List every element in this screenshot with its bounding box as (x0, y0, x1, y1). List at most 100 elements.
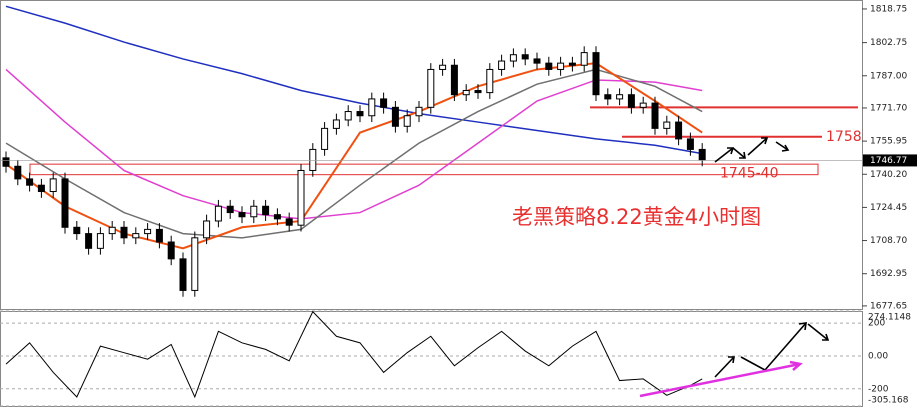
candle-body (120, 226, 128, 239)
candle-body (533, 58, 541, 64)
arrow-head (761, 137, 769, 145)
arrow (740, 356, 766, 371)
candle-body (238, 212, 246, 218)
y-tick-label: 1740.20 (870, 170, 907, 180)
y-tick-label: 1677.65 (870, 301, 907, 311)
y-tick-label: 1708.70 (870, 236, 907, 246)
candle-body (639, 102, 647, 108)
candle-body (49, 178, 57, 193)
arrow (732, 147, 746, 159)
candle-body (427, 68, 435, 108)
candle-body (73, 226, 81, 235)
candle-body (568, 62, 576, 66)
y-tick-label: 1818.75 (870, 4, 907, 14)
candle-body (203, 220, 211, 239)
candle-body (309, 148, 317, 171)
candle-body (545, 62, 553, 70)
oscillator-line (5, 310, 703, 399)
zone-label: 1745-40 (720, 166, 779, 182)
arrow-head (822, 333, 830, 341)
candle-body (37, 184, 45, 193)
candle-body (592, 52, 600, 96)
candle-body (262, 205, 270, 216)
y-tick-label: 1787.00 (870, 71, 907, 81)
candle-body (250, 205, 258, 218)
y-tick-label: 1771.70 (870, 103, 907, 113)
candle-body (167, 241, 175, 260)
trend-arrow-head (789, 360, 803, 371)
arrows (714, 137, 830, 378)
candle-body (368, 98, 376, 117)
candle-body (321, 127, 329, 150)
candle-body (191, 237, 199, 291)
candle-body (391, 106, 399, 127)
plot: 1818.75 1802.75 1787.00 1771.70 1755.95 1740.… (0, 4, 917, 407)
candle-body (675, 121, 683, 140)
level-label: 1758 (826, 129, 862, 145)
arrow (714, 356, 735, 378)
arrow (714, 147, 734, 163)
candle-body (226, 205, 234, 214)
price-panel (0, 0, 863, 310)
candle-body (509, 54, 517, 62)
candle-body (698, 148, 706, 161)
candle-body (332, 119, 340, 129)
candle-body (686, 138, 694, 150)
zone (29, 163, 819, 176)
candle-body (297, 169, 305, 226)
candle-body (380, 98, 388, 108)
arrow (807, 323, 829, 341)
candle-body (450, 64, 458, 96)
candle-body (627, 94, 635, 108)
moving-average (5, 5, 703, 155)
y-tick-label: 1802.75 (870, 38, 907, 48)
candle-body (2, 157, 10, 167)
candle-body (179, 258, 187, 291)
arrow-head (798, 322, 807, 331)
arrow (747, 137, 768, 156)
candle-body (273, 214, 281, 220)
arrow-head (728, 356, 735, 364)
candle-body (521, 54, 529, 60)
candle-body (498, 60, 506, 70)
candle-body (616, 94, 624, 100)
candle-body (214, 205, 222, 222)
y-tick-label: -305.168 (868, 396, 909, 406)
candle-body (439, 64, 447, 70)
chart-title: 老黑策略8.22黄金4小时图 (512, 205, 761, 229)
y-tick-label: -200 (868, 384, 889, 394)
candle-body (144, 228, 152, 235)
candle-body (474, 89, 482, 94)
candle-body (96, 233, 104, 249)
arrow-head (781, 144, 790, 152)
candle-body (462, 89, 470, 96)
y-tick-label: 274.1148 (868, 313, 911, 323)
arrow (764, 322, 807, 371)
y-tick-label: 1755.95 (870, 137, 907, 147)
candle-body (108, 226, 116, 235)
candle-body (285, 218, 293, 226)
y-tick-label: 1692.95 (870, 269, 907, 279)
arrow-head (739, 151, 746, 159)
candle-body (132, 233, 140, 239)
y-tick-label: 0.00 (868, 351, 888, 361)
candle-body (415, 106, 423, 117)
arrow (775, 141, 789, 151)
last-price-label: 1746.77 (870, 156, 907, 166)
candle-body (155, 228, 163, 243)
candle-body (61, 178, 69, 228)
y-tick-label: 1724.45 (870, 203, 907, 213)
candle-body (403, 115, 411, 127)
candle-body (486, 68, 494, 94)
last-price-box (863, 154, 917, 167)
candle-body (26, 178, 34, 186)
candle-body (580, 52, 588, 66)
y-tick-label: 200 (868, 319, 885, 329)
candle-body (14, 165, 22, 180)
candle-body (663, 121, 671, 129)
candle-body (85, 233, 93, 249)
candle-body (604, 94, 612, 100)
candle-body (344, 111, 352, 121)
